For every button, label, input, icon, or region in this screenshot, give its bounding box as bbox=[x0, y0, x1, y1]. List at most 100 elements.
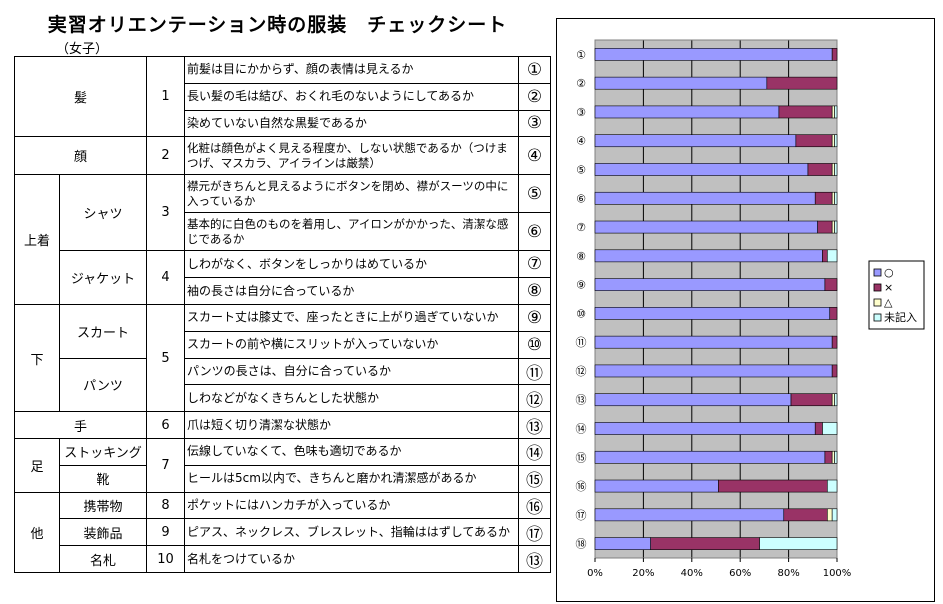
legend-label: 未記入 bbox=[884, 310, 917, 324]
page-title: 実習オリエンテーション時の服装 チェックシート bbox=[47, 14, 508, 36]
check-mark: ③ bbox=[518, 109, 551, 138]
bar-segment bbox=[822, 422, 838, 435]
check-mark: ⑧ bbox=[518, 277, 551, 305]
check-item-text: 爪は短く切り清潔な状態か bbox=[184, 411, 519, 439]
bar-segment bbox=[594, 134, 797, 148]
bar-segment bbox=[814, 191, 833, 205]
category-stockings: ストッキング bbox=[59, 437, 147, 466]
table-row: ジャケット 4 しわがなく、ボタンをしっかりはめているか ⑦ bbox=[15, 250, 551, 305]
category-label: ⑪ bbox=[576, 336, 587, 349]
check-mark: ⑪ bbox=[518, 357, 551, 386]
category-label: ⑱ bbox=[576, 538, 587, 551]
bar-segment bbox=[594, 508, 785, 522]
x-tick-label: 60% bbox=[729, 568, 751, 579]
bar-segment bbox=[594, 220, 818, 234]
bar-segment bbox=[829, 307, 838, 320]
chart-canvas: ① ② ③ ④ ⑤ ⑥ ⑦ ⑧ ⑨ ⑩ ⑪ ⑫ ⑬ ⑭ ⑮ ⑯ ⑰ ⑱ 0% 20% 40% 60% 80% 100% ○ × △未… bbox=[576, 39, 925, 579]
bar-segment bbox=[594, 364, 833, 378]
x-tick-label: 100% bbox=[823, 568, 852, 579]
bar-segment bbox=[718, 479, 828, 493]
check-mark: ⑭ bbox=[518, 437, 551, 466]
check-mark: ② bbox=[518, 82, 551, 111]
bar-segment bbox=[759, 537, 838, 550]
table-row: しわなどがなくきちんとした状態か ⑫ bbox=[15, 384, 551, 413]
check-item-text: 襟元がきちんと見えるようにボタンを閉め、襟がスーツの中に入っているか bbox=[184, 174, 519, 214]
check-item-text: 袖の長さは自分に合っているか bbox=[184, 277, 519, 305]
check-mark: ⑰ bbox=[518, 518, 551, 547]
check-item-text: 化粧は顔色がよく見える程度か、しない状態であるか（つけまつげ、マスカラ、アイライ… bbox=[184, 136, 519, 176]
bar-segment bbox=[594, 163, 809, 176]
item-number: 9 bbox=[146, 518, 185, 547]
bar-segment bbox=[831, 364, 838, 378]
check-item-text: しわがなく、ボタンをしっかりはめているか bbox=[184, 250, 519, 279]
x-tick-label: 0% bbox=[587, 568, 603, 579]
item-number: 5 bbox=[146, 303, 185, 413]
plot-area bbox=[595, 40, 837, 558]
table-row: 袖の長さは自分に合っているか ⑧ bbox=[15, 277, 551, 305]
legend-label: ○ bbox=[884, 266, 894, 279]
category-label: ② bbox=[576, 77, 586, 90]
check-item-text: ピアス、ネックレス、ブレスレット、指輪ははずしてあるか bbox=[184, 518, 519, 547]
bar-segment bbox=[790, 393, 833, 407]
plot-border bbox=[594, 39, 838, 559]
bar-segment bbox=[594, 105, 780, 119]
bar-segment bbox=[814, 422, 823, 435]
category-label: ⑧ bbox=[576, 250, 586, 263]
check-item-text: 名札をつけているか bbox=[184, 545, 519, 573]
item-number: 2 bbox=[146, 136, 185, 176]
check-mark: ⑫ bbox=[518, 384, 551, 413]
category-label: ④ bbox=[576, 135, 586, 148]
table-row: 装飾品 9 ピアス、ネックレス、ブレスレット、指輪ははずしてあるか ⑰ bbox=[15, 518, 551, 547]
bar-segment bbox=[831, 450, 835, 464]
category-label: ⑰ bbox=[576, 509, 587, 522]
category-label: ⑮ bbox=[576, 451, 587, 464]
table-row: 基本的に白色のものを着用し、アイロンがかかった、清潔な感じであるか ⑥ bbox=[15, 212, 551, 252]
bar-segment bbox=[831, 220, 835, 234]
category-label: ⑦ bbox=[576, 221, 586, 234]
bar-segment bbox=[822, 249, 828, 263]
table-row: 靴 ヒールは5cm以内で、きちんと磨かれ清潔感があるか ⑮ bbox=[15, 464, 551, 493]
x-tick-label: 40% bbox=[681, 568, 703, 579]
bar-segment bbox=[831, 191, 835, 205]
table-row: 足 ストッキング 7 伝線していなくて、色味も適切であるか ⑭ bbox=[14, 437, 551, 493]
check-mark: ① bbox=[518, 56, 551, 84]
category-label: ⑤ bbox=[576, 164, 586, 177]
bar-segment bbox=[824, 450, 833, 464]
check-mark: ④ bbox=[518, 136, 551, 176]
check-item-text: ヒールは5cm以内で、きちんと磨かれ清潔感があるか bbox=[184, 464, 519, 493]
bar-segment bbox=[594, 393, 792, 407]
category-label: ⑭ bbox=[576, 423, 587, 436]
category-label: ⑨ bbox=[576, 279, 586, 292]
check-item-text: パンツの長さは、自分に合っているか bbox=[184, 357, 519, 386]
x-tick-label: 20% bbox=[632, 568, 654, 579]
item-number: 4 bbox=[146, 250, 185, 305]
check-mark: ⑤ bbox=[518, 174, 551, 214]
checklist-table: 髪 1 前髪は目にかからず、顔の表情は見えるか ① 長い髪の毛は結び、おくれ毛の… bbox=[14, 55, 551, 573]
category-face: 顔 bbox=[14, 136, 147, 176]
check-item-text: ポケットにはハンカチが入っているか bbox=[184, 491, 519, 520]
bar-segment bbox=[834, 393, 838, 407]
table-row: 長い髪の毛は結び、おくれ毛のないようにしてあるか ② bbox=[15, 82, 551, 111]
bar-segment bbox=[594, 307, 831, 320]
category-label: ⑥ bbox=[576, 192, 586, 205]
table-row: 下 スカート 5 スカート丈は膝丈で、座ったときに上がり過ぎていないか ⑨ bbox=[14, 303, 551, 413]
bar-segment bbox=[831, 335, 838, 349]
bar-segment bbox=[831, 508, 838, 522]
bar-segment bbox=[594, 249, 823, 263]
legend-label: △ bbox=[884, 296, 893, 309]
item-number: 1 bbox=[146, 55, 185, 138]
table-row: パンツ パンツの長さは、自分に合っているか ⑪ bbox=[15, 357, 551, 413]
bar-segment bbox=[831, 48, 838, 61]
legend-swatch bbox=[873, 313, 882, 322]
bar-segment bbox=[594, 537, 651, 550]
category-label: ③ bbox=[576, 106, 586, 119]
bar-segment bbox=[831, 393, 835, 407]
check-item-text: スカートの前や横にスリットが入っていないか bbox=[184, 330, 519, 359]
legend-swatch bbox=[873, 283, 882, 292]
bar-segment bbox=[594, 335, 833, 349]
item-number: 7 bbox=[146, 437, 185, 493]
table-row: 名札 10 名札をつけているか ⑬ bbox=[15, 545, 551, 573]
check-item-text: 伝線していなくて、色味も適切であるか bbox=[184, 437, 519, 466]
check-mark: ⑨ bbox=[518, 303, 551, 332]
check-mark: ⑩ bbox=[518, 330, 551, 359]
